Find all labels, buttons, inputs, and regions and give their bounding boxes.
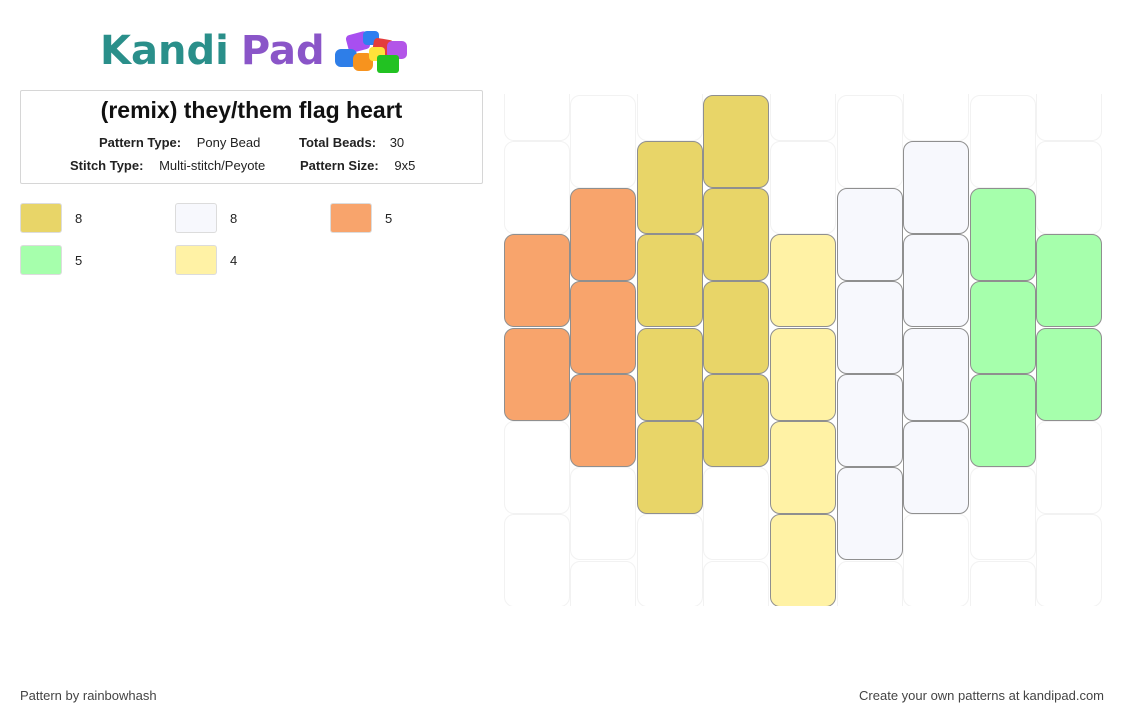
pattern-type-value: Pony Bead xyxy=(196,135,261,150)
bead xyxy=(636,420,703,514)
empty-bead-slot xyxy=(969,94,1036,188)
empty-bead-slot xyxy=(636,513,703,606)
bead xyxy=(703,94,770,188)
pattern-title: (remix) they/them flag heart xyxy=(100,97,403,123)
empty-bead-slot xyxy=(503,94,570,141)
bead xyxy=(570,280,637,374)
color-swatch-count: 8 xyxy=(230,211,238,226)
bead xyxy=(769,327,836,421)
bead xyxy=(636,327,703,421)
empty-bead-slot xyxy=(570,94,637,188)
empty-bead-slot xyxy=(903,94,970,141)
bead xyxy=(969,187,1036,281)
bead xyxy=(836,374,903,468)
color-swatch-count: 5 xyxy=(385,211,393,226)
total-beads-value: 30 xyxy=(389,135,405,150)
beads-logo-icon xyxy=(334,31,407,73)
bead xyxy=(903,327,970,421)
bead xyxy=(636,141,703,235)
empty-bead-slot xyxy=(769,141,836,235)
bead xyxy=(1036,327,1103,421)
empty-bead-slot xyxy=(969,467,1036,561)
empty-bead-slot xyxy=(703,560,770,606)
bead xyxy=(570,374,637,468)
color-swatch-count: 8 xyxy=(75,211,83,226)
stitch-type-value: Multi-stitch/Peyote xyxy=(159,158,266,173)
bead xyxy=(836,187,903,281)
empty-bead-slot xyxy=(969,560,1036,606)
color-swatch xyxy=(20,245,62,275)
bead xyxy=(769,234,836,328)
empty-bead-slot xyxy=(903,513,970,606)
color-swatch-count: 5 xyxy=(75,253,83,268)
color-swatch-count: 4 xyxy=(230,253,238,268)
pattern-info-box: (remix) they/them flag heart Pattern Typ… xyxy=(20,90,483,184)
pattern-size-value: 9x5 xyxy=(394,158,416,173)
empty-bead-slot xyxy=(570,467,637,561)
stitch-type-row: Stitch Type: Multi-stitch/Peyote xyxy=(70,158,265,173)
color-swatch xyxy=(330,203,372,233)
color-swatch xyxy=(175,245,217,275)
empty-bead-slot xyxy=(636,94,703,141)
bead xyxy=(836,467,903,561)
color-swatch xyxy=(20,203,62,233)
bead xyxy=(769,513,836,606)
bead xyxy=(769,420,836,514)
empty-bead-slot xyxy=(1036,513,1103,606)
empty-bead-slot xyxy=(1036,94,1103,141)
bead xyxy=(969,280,1036,374)
pattern-type-row: Pattern Type: Pony Bead xyxy=(99,135,260,150)
total-beads-row: Total Beads: 30 xyxy=(299,135,404,150)
empty-bead-slot xyxy=(1036,141,1103,235)
empty-bead-slot xyxy=(503,141,570,235)
bead xyxy=(703,374,770,468)
bead xyxy=(703,280,770,374)
logo-kandi-text: Kandi xyxy=(100,28,229,74)
bead xyxy=(903,141,970,235)
empty-bead-slot xyxy=(570,560,637,606)
empty-bead-slot xyxy=(836,560,903,606)
bead xyxy=(903,234,970,328)
pattern-size-row: Pattern Size: 9x5 xyxy=(300,158,415,173)
logo-pad-text: Pad xyxy=(240,28,325,74)
bead xyxy=(503,234,570,328)
empty-bead-slot xyxy=(503,420,570,514)
empty-bead-slot xyxy=(503,513,570,606)
kandipad-link[interactable]: Create your own patterns at kandipad.com xyxy=(859,688,1104,703)
bead xyxy=(570,187,637,281)
empty-bead-slot xyxy=(703,467,770,561)
empty-bead-slot xyxy=(836,94,903,188)
bead xyxy=(703,187,770,281)
pattern-size-label: Pattern Size: xyxy=(300,158,379,173)
bead xyxy=(503,327,570,421)
bead-pattern-grid xyxy=(503,94,1105,606)
bead xyxy=(636,234,703,328)
bead xyxy=(1036,234,1103,328)
total-beads-label: Total Beads: xyxy=(299,135,377,150)
bead xyxy=(903,420,970,514)
bead xyxy=(969,374,1036,468)
pattern-type-label: Pattern Type: xyxy=(99,135,182,150)
pattern-author: Pattern by rainbowhash xyxy=(20,688,157,703)
empty-bead-slot xyxy=(769,94,836,141)
empty-bead-slot xyxy=(1036,420,1103,514)
color-swatch xyxy=(175,203,217,233)
kandi-pad-logo[interactable]: Kandi Pad xyxy=(100,26,411,76)
stitch-type-label: Stitch Type: xyxy=(70,158,144,173)
bead xyxy=(836,280,903,374)
